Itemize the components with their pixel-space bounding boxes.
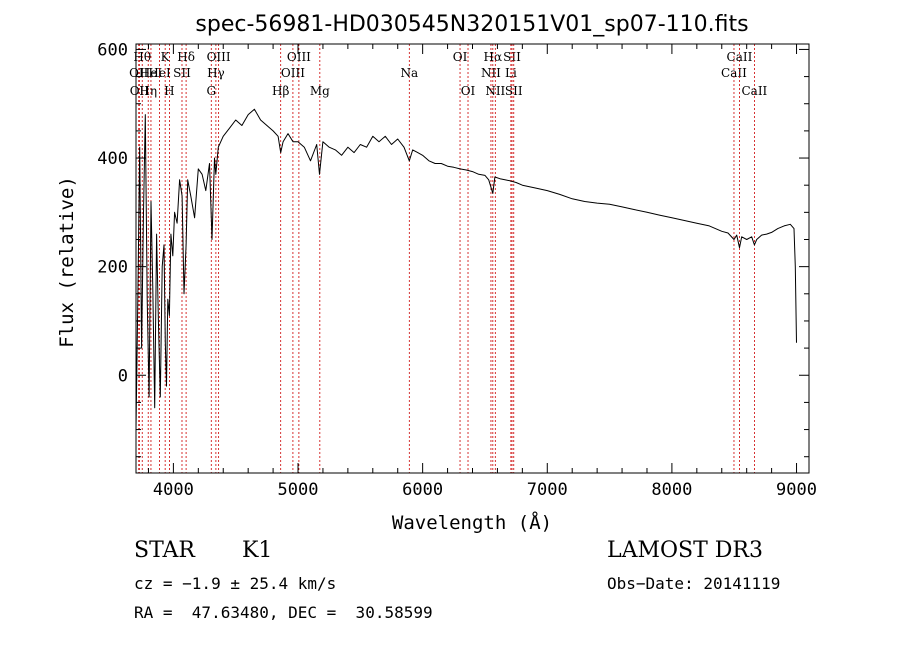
x-tick-label: 7000 [527,480,568,500]
line-label-18: OI [453,50,468,64]
line-label-19: OI [461,84,476,98]
coordinates: RA = 47.63480, DEC = 30.58599 [134,603,433,622]
y-tick-label: 200 [97,258,128,278]
redshift-cz: cz = −1.9 ± 25.4 km/s [134,574,337,593]
survey-name: LAMOST DR3 [607,538,763,563]
line-label-9: Hδ [177,50,195,64]
line-label-15: OIII [287,50,311,64]
line-label-23: Li [505,66,517,80]
y-tick-label: 0 [118,366,128,386]
line-label-5: HeI [148,66,171,80]
line-label-2: Hθ [133,50,151,64]
line-label-12: OIII [207,50,231,64]
x-tick-label: 4000 [153,480,194,500]
plot-frame [135,43,810,474]
line-label-1: OII [130,84,150,98]
y-tick-label: 400 [97,149,128,169]
line-label-6: K [161,50,171,64]
x-tick-label: 6000 [402,480,443,500]
line-label-25: SII [505,84,523,98]
line-label-28: CaII [741,84,767,98]
spectrum-line [135,108,797,430]
spectrum-series [135,108,797,430]
line-label-16: Mg [310,84,330,98]
line-label-14: OIII [281,66,305,80]
axis-ticks: 4000 5000 6000 7000 8000 9000 0 200 400 600 [97,40,817,500]
line-label-20: NII [481,66,501,80]
y-tick-label: 600 [97,40,128,60]
x-tick-label: 9000 [776,480,817,500]
line-label-24: SII [503,50,521,64]
line-label-17: Na [400,66,418,80]
x-axis-label: Wavelength (Å) [392,511,552,534]
line-label-21: Hα [484,50,503,64]
line-label-3: Hη [139,84,157,98]
object-class: STAR [134,538,195,563]
line-label-7: H [164,84,174,98]
line-label-0: OII [129,66,149,80]
object-subclass: K1 [242,538,273,563]
observation-date: Obs−Date: 20141119 [607,574,781,593]
line-label-10: G [206,84,216,98]
line-label-22: NII [485,84,505,98]
line-label-13: Hβ [272,84,289,98]
line-label-26: CaII [721,66,747,80]
line-label-8: SII [173,66,191,80]
x-tick-label: 5000 [278,480,319,500]
chart-title: spec-56981-HD030545N320151V01_sp07-110.f… [195,12,748,37]
y-axis-label: Flux (relative) [56,176,78,348]
x-tick-label: 8000 [651,480,692,500]
line-label-11: Hγ [207,66,225,80]
line-label-4: HeI [140,66,163,80]
line-label-27: CaII [727,50,753,64]
